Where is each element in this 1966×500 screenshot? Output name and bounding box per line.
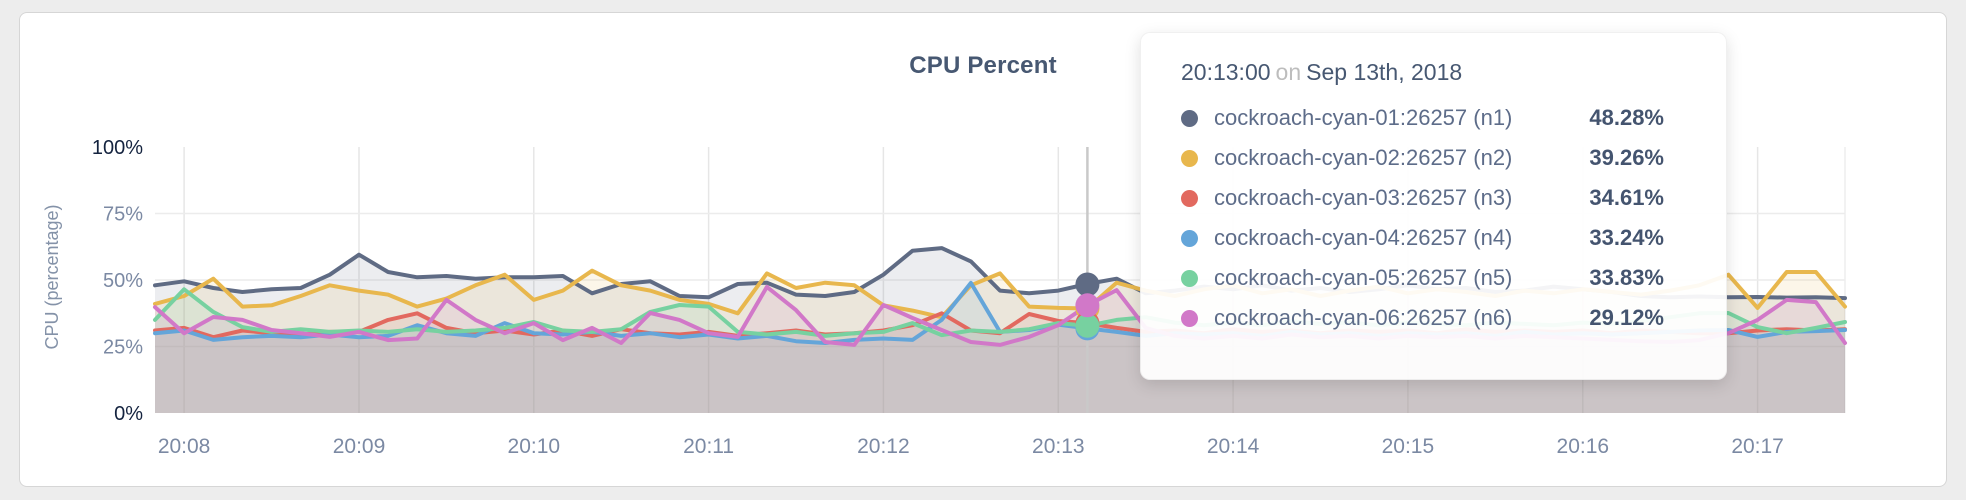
series-area-n5: [155, 289, 1845, 413]
x-axis-tick-label: 20:16: [1557, 435, 1610, 458]
tooltip-timestamp: 20:13:00 on Sep 13th, 2018: [1181, 59, 1664, 86]
tooltip-date: Sep 13th, 2018: [1306, 59, 1463, 85]
tooltip-series-label: cockroach-cyan-05:26257 (n5): [1214, 265, 1513, 290]
y-axis-tick-label: 0%: [114, 403, 143, 425]
x-axis-tick-label: 20:12: [857, 435, 910, 458]
series-color-dot-icon: [1181, 109, 1198, 127]
series-color-dot-icon: [1181, 189, 1198, 207]
tooltip-series-value: 39.26%: [1589, 145, 1664, 170]
tooltip-row: cockroach-cyan-04:26257 (n4) 33.24%: [1181, 218, 1664, 258]
x-axis-tick-label: 20:08: [158, 435, 211, 458]
hover-marker-n1: [1075, 272, 1100, 297]
tooltip-series-value: 29.12%: [1589, 305, 1664, 330]
x-axis-tick-label: 20:14: [1207, 435, 1260, 458]
series-area-n4: [155, 282, 1845, 413]
tooltip-row: cockroach-cyan-02:26257 (n2) 39.26%: [1181, 138, 1664, 178]
tooltip-series-label: cockroach-cyan-02:26257 (n2): [1214, 145, 1513, 170]
hover-marker-n5: [1075, 313, 1100, 338]
tooltip-series-value: 33.24%: [1589, 225, 1664, 250]
tooltip-series-label: cockroach-cyan-01:26257 (n1): [1214, 105, 1513, 130]
x-axis-tick-label: 20:10: [508, 435, 561, 458]
x-axis-tick-label: 20:09: [333, 435, 386, 458]
series-color-dot-icon: [1181, 229, 1198, 247]
tooltip-row: cockroach-cyan-06:26257 (n6) 29.12%: [1181, 298, 1664, 338]
series-color-dot-icon: [1181, 149, 1198, 167]
tooltip-series-label: cockroach-cyan-03:26257 (n3): [1214, 185, 1513, 210]
y-axis-tick-label: 25%: [103, 337, 143, 359]
tooltip-on-word: on: [1275, 59, 1302, 85]
tooltip-row: cockroach-cyan-01:26257 (n1) 48.28%: [1181, 98, 1664, 138]
x-axis-tick-label: 20:17: [1731, 435, 1784, 458]
tooltip-row: cockroach-cyan-05:26257 (n5) 33.83%: [1181, 258, 1664, 298]
tooltip-series-value: 34.61%: [1589, 185, 1664, 210]
tooltip-series-value: 48.28%: [1589, 105, 1664, 130]
x-axis-tick-label: 20:15: [1382, 435, 1435, 458]
series-color-dot-icon: [1181, 269, 1198, 287]
y-axis-title: CPU (percentage): [42, 204, 62, 349]
hover-marker-n6: [1075, 293, 1100, 318]
chart-tooltip: 20:13:00 on Sep 13th, 2018 cockroach-cyan-…: [1140, 32, 1727, 380]
y-axis-tick-label: 75%: [103, 204, 143, 226]
y-axis-tick-label: 100%: [92, 137, 143, 159]
x-axis-tick-label: 20:13: [1032, 435, 1085, 458]
chart-title: CPU Percent: [909, 52, 1057, 79]
tooltip-series-label: cockroach-cyan-06:26257 (n6): [1214, 305, 1513, 330]
tooltip-row: cockroach-cyan-03:26257 (n3) 34.61%: [1181, 178, 1664, 218]
tooltip-series-label: cockroach-cyan-04:26257 (n4): [1214, 225, 1513, 250]
tooltip-series-value: 33.83%: [1589, 265, 1664, 290]
tooltip-rows: cockroach-cyan-01:26257 (n1) 48.28% cockro…: [1181, 98, 1664, 338]
tooltip-time: 20:13:00: [1181, 59, 1271, 85]
y-axis-tick-label: 50%: [103, 270, 143, 292]
x-axis-tick-label: 20:11: [683, 435, 734, 458]
series-area-n6: [155, 286, 1845, 413]
series-color-dot-icon: [1181, 309, 1198, 327]
